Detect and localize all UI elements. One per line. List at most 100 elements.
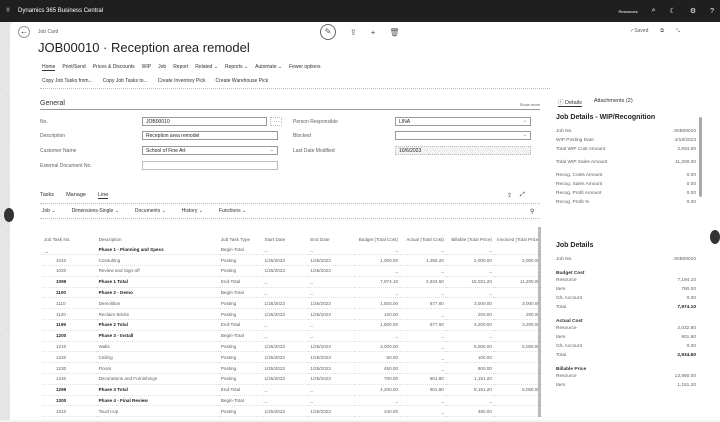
cell[interactable]: Posting — [218, 405, 263, 418]
cell[interactable]: 100.00 — [354, 308, 401, 321]
cell[interactable]: _ — [308, 244, 355, 256]
help-icon[interactable]: ? — [710, 7, 714, 15]
collapse-icon[interactable]: ⤡ — [675, 28, 680, 34]
cell[interactable]: Ceiling — [96, 351, 219, 364]
nav-item[interactable]: Print/Send — [62, 64, 86, 70]
cell[interactable]: _ — [445, 265, 494, 277]
nav-item[interactable]: Report — [173, 64, 189, 70]
side-handle-icon[interactable] — [710, 230, 720, 244]
nav-item[interactable]: Reports ⌄ — [225, 64, 249, 70]
tab-details[interactable]: ⓘ Details — [558, 100, 582, 107]
cell[interactable]: Floors — [96, 362, 219, 375]
cell[interactable]: 1310 — [42, 405, 97, 418]
nav-item[interactable]: Job — [158, 64, 167, 70]
nav-item[interactable]: Automate ⌄ — [255, 64, 283, 70]
column-header[interactable]: End Date — [310, 237, 330, 242]
cell[interactable]: 1/25/2023 — [262, 373, 309, 385]
cell[interactable]: End-Total — [218, 276, 263, 288]
cell[interactable]: 1/25/2023 — [262, 351, 309, 364]
toolbar-button[interactable]: Documents ⌄ — [134, 208, 166, 214]
cell[interactable]: _ — [400, 395, 446, 407]
cell[interactable]: End-Total — [218, 384, 263, 396]
column-header[interactable]: Job Task Type — [220, 237, 251, 242]
cell[interactable]: 1/25/2023 — [308, 265, 355, 277]
cell[interactable]: Begin-Total — [218, 244, 263, 256]
table-row[interactable]: 1299 Phase 3 Total End-Total _ _ 4,200.00 901.… — [42, 384, 542, 396]
cell[interactable]: 1,500.00 — [354, 297, 401, 310]
cell[interactable]: _ — [400, 405, 446, 418]
cell[interactable]: Posting — [218, 308, 263, 321]
cell[interactable]: 6,000.00 — [445, 341, 494, 353]
cell[interactable]: 1300 — [42, 395, 97, 407]
cell[interactable]: 200.00 — [445, 308, 494, 321]
cell[interactable]: 1020 — [42, 265, 97, 277]
cell[interactable]: Posting — [218, 362, 263, 375]
cell[interactable]: 1/25/2023 — [308, 362, 355, 375]
cell[interactable]: 677.60 — [400, 297, 446, 310]
cell[interactable]: Phase 4 - Final Review — [96, 395, 219, 407]
cell[interactable]: _ — [493, 395, 542, 407]
cell[interactable]: _ — [445, 330, 494, 342]
cell[interactable]: _ — [262, 384, 309, 396]
cell[interactable]: 2,000.00 — [493, 254, 542, 267]
cell[interactable]: 1/25/2023 — [308, 297, 355, 310]
cell[interactable]: 1/25/2023 — [262, 405, 309, 418]
nav-item[interactable]: WIP — [141, 64, 152, 70]
cell[interactable]: _ — [445, 395, 494, 407]
blocked-field[interactable]: ⌄ — [395, 131, 531, 140]
cell[interactable]: _ — [354, 330, 401, 342]
cell[interactable]: _ — [493, 330, 542, 342]
cell[interactable]: 1120 — [42, 308, 97, 321]
ext-doc-field[interactable] — [142, 161, 278, 170]
cell[interactable]: _ — [354, 244, 401, 256]
cell[interactable]: _ — [308, 319, 355, 331]
edit-icon[interactable]: ✎ — [320, 24, 336, 40]
table-row[interactable]: 1010 Consulting Posting 1/25/2023 1/25/2023 1… — [42, 254, 542, 267]
cell[interactable]: 450.00 — [354, 362, 401, 375]
column-header[interactable]: Invoiced (Total Price) — [497, 237, 540, 242]
cell[interactable]: 1/25/2023 — [262, 308, 309, 321]
table-row[interactable]: 1240 Decorations and Furnishings Posting 1/… — [42, 373, 542, 385]
cell[interactable]: 2,934.60 — [400, 276, 446, 288]
table-row[interactable]: 1210 Walls Posting 1/25/2023 1/25/2023 3,000.… — [42, 341, 542, 353]
cell[interactable]: _ — [262, 276, 309, 288]
column-header[interactable]: Description — [98, 237, 122, 242]
cell[interactable]: _ — [308, 276, 355, 288]
cell[interactable]: Posting — [218, 341, 263, 353]
cell[interactable]: 700.00 — [354, 373, 401, 385]
cell[interactable]: 1299 — [42, 384, 97, 396]
cell[interactable]: 1/25/2023 — [262, 362, 309, 375]
cell[interactable]: 1,000.00 — [354, 254, 401, 267]
back-icon[interactable]: ← — [18, 26, 30, 38]
column-header[interactable]: Job Task No. — [44, 237, 71, 242]
cell[interactable]: Consulting — [96, 254, 219, 267]
cell[interactable]: 240.00 — [354, 405, 401, 418]
cell[interactable]: 50.00 — [354, 351, 401, 364]
cell[interactable]: _ — [308, 384, 355, 396]
table-row[interactable]: 1230 Floors Posting 1/25/2023 1/25/2023 450.0… — [42, 362, 542, 375]
column-header[interactable]: Start Date — [264, 237, 286, 242]
cell[interactable]: 1230 — [42, 362, 97, 375]
cell[interactable]: _ — [400, 287, 446, 299]
cell[interactable]: _ — [354, 265, 401, 277]
lines-scrollbar[interactable] — [538, 227, 541, 417]
cell[interactable]: Decorations and Furnishings — [96, 373, 219, 385]
cell[interactable]: _ — [308, 330, 355, 342]
cell[interactable]: 1/25/2023 — [262, 297, 309, 310]
cell[interactable]: 200.00 — [493, 308, 542, 321]
cell[interactable]: Posting — [218, 297, 263, 310]
cell[interactable]: _ — [400, 330, 446, 342]
cell[interactable]: Reclaim Bricks — [96, 308, 219, 321]
cell[interactable]: Posting — [218, 265, 263, 277]
toolbar-button[interactable]: Functions ⌄ — [218, 208, 247, 214]
cell[interactable]: 1,355.20 — [400, 254, 446, 267]
no-field[interactable]: JOB00010 — [142, 117, 267, 126]
cell[interactable]: 2,000.00 — [445, 254, 494, 267]
cell[interactable]: 15,031.20 — [445, 276, 494, 288]
cell[interactable]: 1/25/2023 — [262, 265, 309, 277]
side-handle-icon[interactable] — [4, 208, 14, 222]
cell[interactable]: Phase 3 Total — [96, 384, 219, 396]
table-row[interactable]: 1099 Phase 1 Total End-Total _ _ 7,974.10 2,93… — [42, 276, 542, 288]
cell[interactable]: 1210 — [42, 341, 97, 353]
